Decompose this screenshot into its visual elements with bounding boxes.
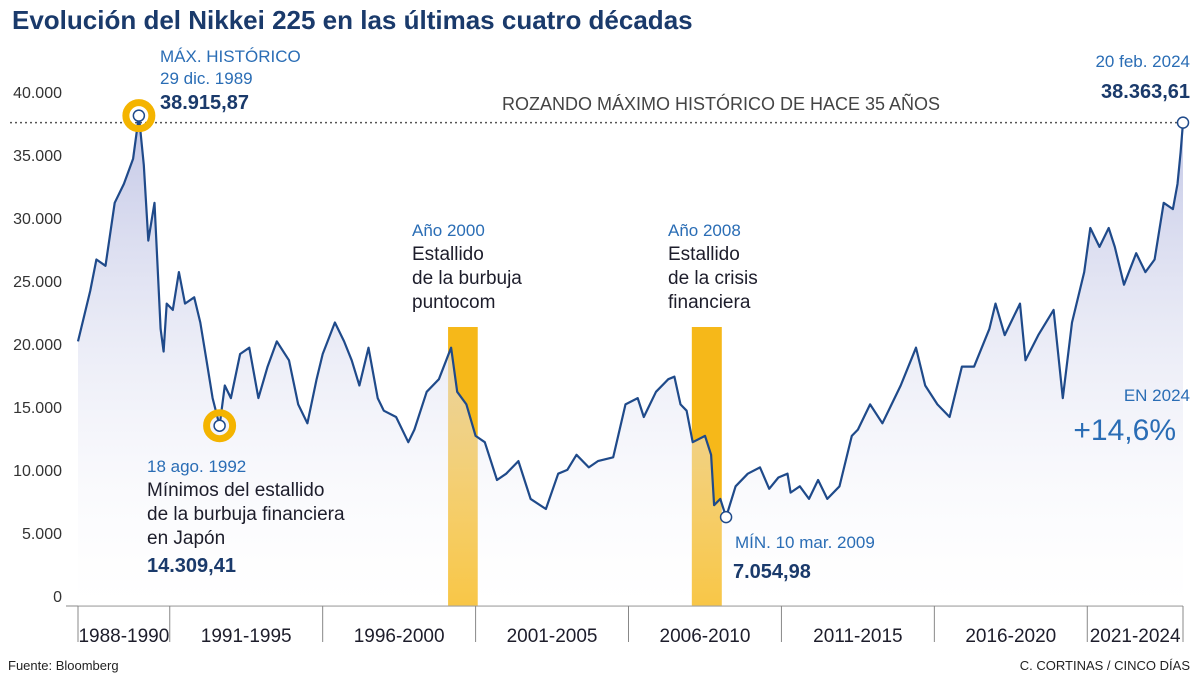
highlight-text: Estallido <box>412 244 484 265</box>
annotation-text: de la burbuja financiera <box>147 504 345 525</box>
plot: 0 5.000 10.000 15.000 20.000 25.000 30.000 35.0… <box>10 85 1190 647</box>
highlight-text: financiera <box>668 292 751 313</box>
y-tick-label: 40.000 <box>13 85 62 102</box>
highlight-text: de la burbuja <box>412 268 522 289</box>
highlight-text: puntocom <box>412 292 495 313</box>
x-period-label: 2011-2015 <box>813 626 902 647</box>
y-tick-label: 10.000 <box>13 463 62 480</box>
y-tick-label: 15.000 <box>13 400 62 417</box>
highlight-label: Año 2000 <box>412 221 485 240</box>
x-period-label: 1996-2000 <box>354 626 445 647</box>
annotation-marker <box>1176 116 1190 129</box>
annotation-title: MÁX. HISTÓRICO <box>160 47 301 66</box>
x-period-label: 2016-2020 <box>965 626 1056 647</box>
annotation-marker <box>213 419 226 432</box>
annotation-text: Mínimos del estallido <box>147 480 324 501</box>
annotation-value: 38.363,61 <box>1101 81 1190 103</box>
change-label: EN 2024 <box>1124 386 1190 405</box>
annotation-date: MÍN. 10 mar. 2009 <box>735 533 875 552</box>
x-period-label: 2006-2010 <box>660 626 751 647</box>
y-tick-label: 0 <box>53 589 62 606</box>
y-tick-label: 5.000 <box>22 526 62 543</box>
x-period-label: 1991-1995 <box>201 626 292 647</box>
marker-halo <box>203 409 237 443</box>
annotation-value: 38.915,87 <box>160 92 249 114</box>
y-tick-label: 25.000 <box>13 274 62 291</box>
y-tick-label: 30.000 <box>13 211 62 228</box>
highlight-text: Estallido <box>668 244 740 265</box>
annotation-marker <box>132 109 146 122</box>
y-tick-label: 35.000 <box>13 148 62 165</box>
credit: C. CORTINAS / CINCO DÍAS <box>1020 658 1191 673</box>
y-tick-label: 20.000 <box>13 337 62 354</box>
annotation-marker <box>719 510 733 524</box>
marker-halo <box>122 99 156 133</box>
change-value: +14,6% <box>1073 414 1176 447</box>
x-period-label: 2021-2024 <box>1090 626 1181 647</box>
reference-text: ROZANDO MÁXIMO HISTÓRICO DE HACE 35 AÑOS <box>502 93 940 114</box>
x-period-label: 2001-2005 <box>507 626 598 647</box>
line <box>76 114 1185 519</box>
annotation-date: 20 feb. 2024 <box>1095 52 1190 71</box>
annotation-value: 14.309,41 <box>147 555 236 577</box>
annotation-date: 18 ago. 1992 <box>147 457 246 476</box>
highlight-label: Año 2008 <box>668 221 741 240</box>
highlight-text: de la crisis <box>668 268 758 289</box>
x-period-label: 1988-1990 <box>78 626 169 647</box>
source: Fuente: Bloomberg <box>8 658 119 673</box>
annotation-value: 7.054,98 <box>733 561 811 583</box>
chart-title: Evolución del Nikkei 225 en las últimas … <box>12 5 693 35</box>
area <box>78 115 1183 606</box>
annotation-date: 29 dic. 1989 <box>160 69 253 88</box>
annotation-text: en Japón <box>147 528 225 549</box>
